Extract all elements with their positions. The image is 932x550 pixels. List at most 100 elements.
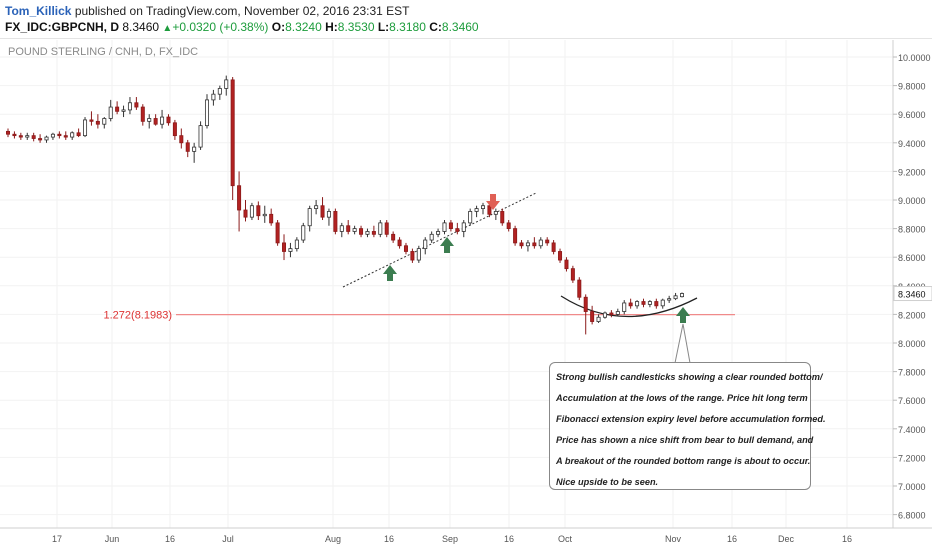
candle (660, 298, 665, 309)
time-tick-label: 16 (165, 534, 175, 544)
candle-body (436, 231, 441, 235)
candle (468, 208, 473, 226)
candle (198, 121, 203, 150)
candle-body (577, 279, 582, 298)
price-tick-label: 8.6000 (898, 253, 926, 263)
candle (262, 205, 267, 223)
annotation-line: Fibonacci extension expiry level before … (556, 414, 826, 424)
candle-body (416, 248, 421, 261)
candle (134, 97, 139, 110)
candle (320, 197, 325, 221)
candle-body (31, 135, 36, 139)
candle (532, 237, 537, 249)
candle (448, 220, 453, 232)
price-tick-label: 9.0000 (898, 196, 926, 206)
price-tick-label: 10.0000 (898, 53, 931, 63)
candle (121, 105, 126, 118)
candle (288, 242, 293, 258)
candle (160, 109, 165, 129)
candle (493, 208, 498, 221)
candle (230, 77, 235, 200)
candle-body (83, 119, 88, 137)
price-tick-label: 7.4000 (898, 425, 926, 435)
price-tick-label: 9.4000 (898, 139, 926, 149)
candle (461, 220, 466, 238)
candle (455, 222, 460, 235)
candle (583, 294, 588, 335)
candle (602, 311, 607, 319)
candle-body (282, 242, 287, 252)
candle (224, 75, 229, 96)
low-label: L: (377, 20, 390, 34)
candle-body (532, 242, 537, 247)
candle (481, 202, 486, 215)
candle (140, 104, 145, 126)
candle (70, 131, 75, 140)
candle-body (224, 79, 229, 89)
annotation-callout[interactable]: Strong bullish candlesticks showing a cl… (549, 362, 826, 490)
chart-title: POUND STERLING / CNH, D, FX_IDC (8, 46, 198, 58)
ohlc-line: FX_IDC:GBPCNH, D 8.3460 ▲+0.0320 (+0.38%… (5, 20, 479, 34)
candle (108, 99, 113, 122)
candle (403, 242, 408, 255)
candle-body (63, 135, 68, 138)
candle (102, 117, 107, 129)
candle (275, 220, 280, 246)
trendline[interactable] (342, 192, 537, 288)
candle (57, 131, 62, 139)
candle-body (288, 248, 293, 252)
candle-body (615, 311, 620, 315)
candle-body (461, 222, 466, 232)
candle-body (596, 316, 601, 322)
candle-body (230, 79, 235, 187)
annotation-line: Nice upside to be seen. (556, 477, 659, 487)
candle-body (18, 135, 23, 138)
candle-body (70, 132, 75, 138)
candle-body (38, 138, 43, 141)
price-tick-label: 7.0000 (898, 482, 926, 492)
rounded-bottom-curve (560, 295, 698, 318)
publish-header: Tom_Killick published on TradingView.com… (0, 0, 932, 39)
candle (384, 220, 389, 238)
candle (506, 220, 511, 232)
author-link[interactable]: Tom_Killick (5, 4, 72, 18)
candle-body (667, 298, 672, 301)
price-tick-label: 7.2000 (898, 453, 926, 463)
candle (673, 292, 678, 301)
candle (12, 131, 17, 139)
candle-body (153, 118, 158, 125)
candle-body (127, 102, 132, 111)
time-tick-label: Jul (222, 534, 234, 544)
time-tick-label: Aug (325, 534, 341, 544)
candle-body (217, 88, 222, 95)
close-value: 8.3460 (441, 20, 479, 34)
change-text: +0.0320 (+0.38%) (172, 20, 269, 34)
candle-body (558, 251, 563, 261)
candle (590, 305, 595, 325)
candle (622, 300, 627, 315)
candle-body (602, 312, 607, 318)
candle-body (44, 136, 49, 141)
price-tick-label: 8.2000 (898, 310, 926, 320)
candle (63, 131, 68, 140)
candle (6, 128, 11, 138)
price-tick-label: 6.8000 (898, 511, 926, 521)
candle-body (622, 302, 627, 312)
candle-body (333, 211, 338, 232)
candle (416, 245, 421, 263)
candle (577, 277, 582, 301)
time-tick-label: Sep (442, 534, 458, 544)
candle-body (140, 106, 145, 122)
candle (76, 128, 81, 138)
candle-body (102, 118, 107, 125)
candle-body (525, 242, 530, 247)
candle-body (339, 225, 344, 232)
triangle-up-icon: ▲ (162, 23, 173, 34)
last-price-tag (893, 286, 932, 302)
candle (442, 220, 447, 235)
candle-body (50, 133, 55, 138)
time-tick-label: Oct (558, 534, 573, 544)
high-value: 8.3530 (337, 20, 375, 34)
candle (609, 310, 614, 318)
